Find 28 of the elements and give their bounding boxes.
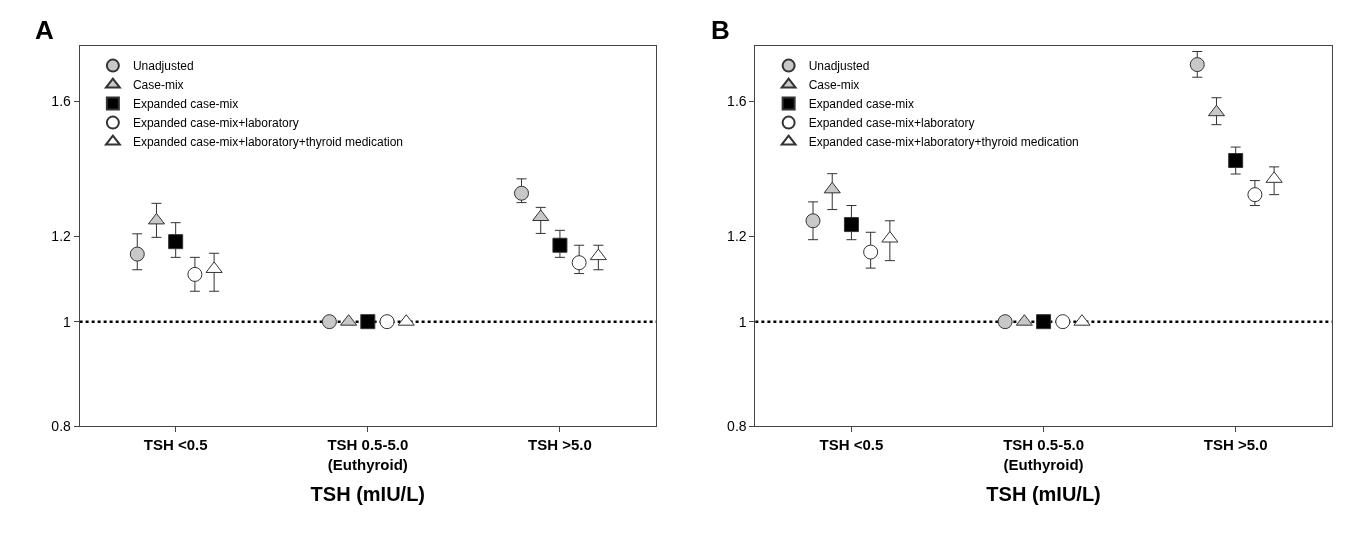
x-tick-label: TSH 0.5-5.0 (Euthyroid)	[1003, 436, 1084, 473]
legend-label: Unadjusted	[132, 59, 194, 74]
y-tick-label: 1.6	[727, 93, 747, 110]
legend-label: Expanded case-mix+laboratory+thyroid medication	[132, 135, 404, 150]
y-tick-label: 1.2	[51, 228, 72, 245]
x-tick-label: TSH >5.0	[1203, 436, 1268, 454]
y-tick-label: 1	[63, 313, 72, 330]
legend-label: Expanded case-mix+laboratory+thyroid medication	[808, 135, 1079, 150]
x-tick-label: TSH 0.5-5.0 (Euthyroid)	[327, 436, 409, 473]
legend-label: Expanded case-mix	[132, 97, 239, 112]
legend-label: Case-mix	[808, 78, 860, 93]
chart-title: A	[35, 15, 54, 45]
y-tick-label: 1.6	[51, 93, 72, 110]
y-tick-label: 0.8	[51, 418, 72, 435]
x-tick-label: TSH <0.5	[143, 436, 208, 454]
legend-label: Unadjusted	[808, 59, 870, 74]
x-tick-label: TSH <0.5	[819, 436, 884, 454]
legend-label: Expanded case-mix+laboratory	[132, 116, 299, 131]
x-axis-title: TSH (mIU/L)	[310, 483, 426, 506]
legend-label: Expanded case-mix	[808, 97, 915, 112]
legend-label: Expanded case-mix+laboratory	[808, 116, 975, 131]
x-tick-label: TSH >5.0	[528, 436, 592, 454]
x-axis-title: TSH (mIU/L)	[986, 483, 1101, 506]
y-tick-label: 1.2	[727, 228, 747, 245]
y-tick-label: 0.8	[727, 418, 747, 435]
chart-title: B	[711, 15, 730, 45]
y-tick-label: 1	[738, 313, 747, 330]
legend-label: Case-mix	[132, 78, 184, 93]
